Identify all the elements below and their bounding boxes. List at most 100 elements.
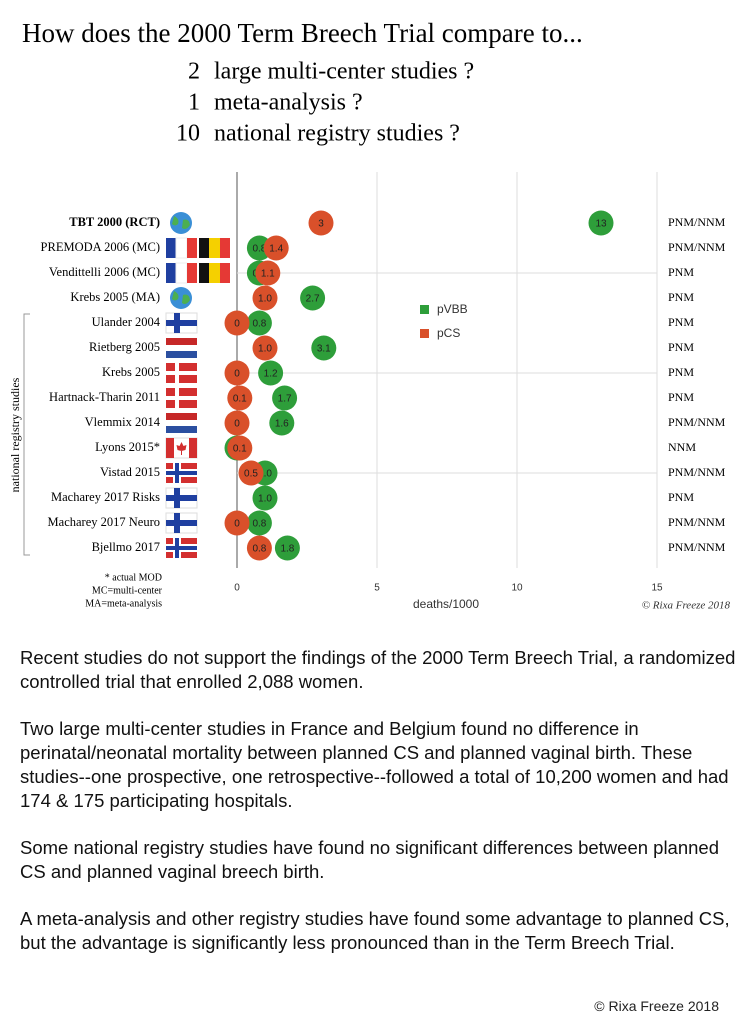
dot <box>255 260 281 286</box>
data-label: 0.8 <box>252 519 266 530</box>
dot <box>263 235 289 261</box>
flag-part <box>220 263 230 283</box>
category-label: Ulander 2004 <box>92 315 161 329</box>
outcome-label: NNM <box>668 440 696 454</box>
category-label: Vlemmix 2014 <box>85 415 161 429</box>
dot <box>246 510 272 536</box>
flag-part <box>166 320 197 326</box>
outcome-label: PNM/NNM <box>668 240 726 254</box>
globe-land <box>172 291 190 304</box>
flag-part <box>166 263 176 283</box>
data-label: 0.8 <box>252 244 266 255</box>
flag-part <box>166 546 197 550</box>
flag-part <box>166 471 197 475</box>
paragraphs: Recent studies do not support the findin… <box>20 646 740 978</box>
item-count: 1 <box>188 90 200 116</box>
item-count: 10 <box>176 121 200 147</box>
outcome-label: PNM/NNM <box>668 540 726 554</box>
flag <box>165 312 198 334</box>
flag <box>170 287 192 309</box>
flag-part <box>175 262 188 284</box>
group-label: national registry studies <box>8 377 22 492</box>
category-label: Hartnack-Tharin 2011 <box>49 390 160 404</box>
flag-part <box>199 263 209 283</box>
flag <box>165 487 198 509</box>
flag-part <box>189 438 197 458</box>
group-bracket <box>23 313 30 556</box>
legend-swatch <box>420 329 429 338</box>
data-label: 0.8 <box>252 319 266 330</box>
flag-part <box>166 351 197 358</box>
category-label: Vendittelli 2006 (MC) <box>49 265 160 279</box>
flag-part <box>209 263 220 283</box>
outcome-label: PNM <box>668 315 694 329</box>
x-tick-label: 15 <box>651 583 663 594</box>
data-label: 1.0 <box>258 494 272 505</box>
flag <box>166 413 197 433</box>
data-label: 0 <box>234 519 240 530</box>
flag-part <box>166 495 197 501</box>
outcome-label: PNM <box>668 365 694 379</box>
flag-part <box>166 338 197 345</box>
flag-part <box>175 237 188 259</box>
dot <box>252 335 278 361</box>
dot <box>224 310 250 336</box>
outcome-label: PNM <box>668 490 694 504</box>
data-label: 0 <box>234 419 240 430</box>
flag-part <box>166 438 174 458</box>
dot <box>246 310 272 336</box>
legend-swatch <box>420 305 429 314</box>
category-label: TBT 2000 (RCT) <box>69 215 160 229</box>
item-count: 2 <box>188 59 200 85</box>
data-label: 0.8 <box>252 544 266 555</box>
paragraph: Two large multi-center studies in France… <box>20 718 729 811</box>
x-tick-label: 5 <box>374 583 380 594</box>
dot <box>274 535 300 561</box>
data-label: 1.1 <box>261 269 275 280</box>
note: * actual MOD <box>105 572 162 583</box>
footer: © Rixa Freeze 2018 <box>594 998 719 1014</box>
outcome-label: PNM/NNM <box>668 415 726 429</box>
dot <box>252 485 278 511</box>
outcome-label: PNM <box>668 340 694 354</box>
flag-part <box>166 413 197 420</box>
outcome-label: PNM/NNM <box>668 465 726 479</box>
dot <box>258 360 284 386</box>
x-tick-label: 0 <box>234 583 240 594</box>
data-label: 1.7 <box>278 394 292 405</box>
category-label: Bjellmo 2017 <box>92 540 160 554</box>
flag <box>166 237 197 259</box>
paragraph: Some national registry studies have foun… <box>20 837 719 882</box>
x-tick-label: 10 <box>511 583 523 594</box>
dot <box>308 210 334 236</box>
leaf <box>176 442 187 455</box>
flag-part <box>166 345 197 351</box>
item-text: meta-analysis ? <box>214 90 363 116</box>
data-label: 1.2 <box>264 369 278 380</box>
category-label: PREMODA 2006 (MC) <box>41 240 160 254</box>
flag-part <box>199 238 209 258</box>
flag <box>166 388 197 408</box>
outcome-label: PNM <box>668 290 694 304</box>
dot <box>227 385 253 411</box>
flag <box>170 212 192 234</box>
flag <box>199 238 230 258</box>
category-label: Macharey 2017 Neuro <box>48 515 160 529</box>
category-label: Lyons 2015* <box>95 440 160 454</box>
flag-part <box>166 420 197 426</box>
item-text: national registry studies ? <box>214 121 460 147</box>
flag <box>166 262 197 284</box>
category-label: Vistad 2015 <box>100 465 160 479</box>
dot <box>246 535 272 561</box>
data-label: 1.0 <box>258 469 272 480</box>
dot <box>224 360 250 386</box>
flag-part <box>187 238 197 258</box>
note: MC=multi-center <box>92 585 163 596</box>
item-text: large multi-center studies ? <box>214 59 474 85</box>
data-label: 0.1 <box>233 394 247 405</box>
dot <box>311 335 337 361</box>
dot <box>238 460 264 486</box>
dot <box>227 435 253 461</box>
flag-part <box>220 238 230 258</box>
flag <box>199 263 230 283</box>
